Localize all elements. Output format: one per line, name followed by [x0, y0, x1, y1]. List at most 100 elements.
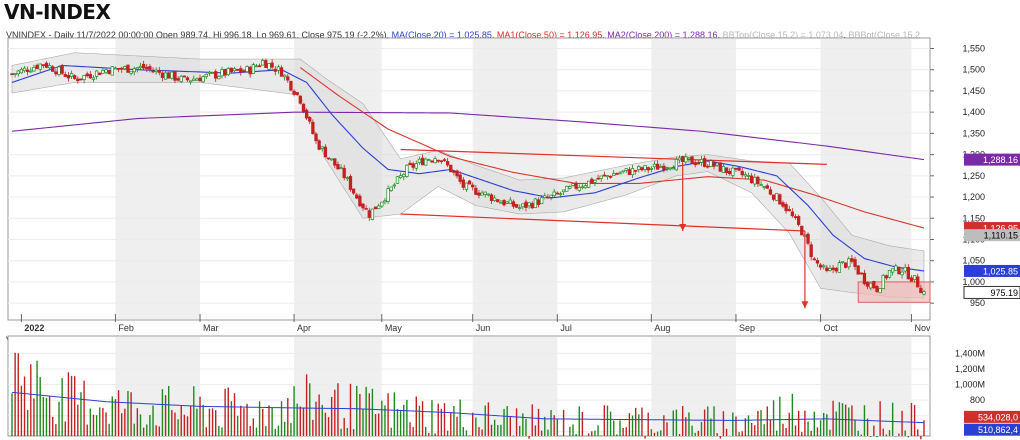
candle [583, 185, 588, 189]
candle [621, 170, 625, 173]
candle [82, 75, 86, 80]
candle [229, 67, 234, 73]
candle [712, 162, 716, 167]
candle [593, 179, 597, 183]
ma50-line [300, 67, 925, 229]
candle [696, 162, 701, 165]
volume-value-tag-label: 534,028,0 [978, 412, 1018, 422]
month-shade [820, 39, 912, 319]
y-tick-label: 1,400 [962, 107, 985, 117]
candle [533, 198, 538, 208]
highlight-box [857, 281, 931, 303]
x-tick-label: Mar [203, 323, 219, 333]
candle [41, 64, 45, 66]
candle [881, 274, 885, 289]
candle [220, 69, 224, 77]
candle [543, 195, 547, 199]
candle [69, 73, 74, 77]
candle [530, 203, 534, 209]
ma20-legend: MA(Close,20) = 1,025.85 [391, 30, 492, 40]
candle [141, 63, 146, 69]
candle [718, 162, 722, 172]
candle [336, 164, 340, 170]
candle [10, 73, 14, 76]
candle [618, 172, 622, 175]
candle [806, 233, 810, 244]
y-tick-label: 1,050 [962, 256, 985, 266]
candle [44, 62, 49, 68]
candle [471, 184, 475, 188]
candle [232, 68, 237, 72]
candle [891, 268, 895, 273]
price-header-base: VNINDEX - Daily 11/7/2022 00:00:00 Open … [6, 30, 387, 40]
candle [94, 70, 99, 77]
candle [148, 66, 152, 70]
candle [439, 160, 444, 163]
candle [270, 62, 274, 68]
candle [746, 175, 751, 177]
candle [414, 163, 418, 169]
candle [721, 166, 726, 173]
candle [351, 188, 356, 194]
volume-y-tick-label: 800 [970, 395, 985, 405]
candle [546, 196, 550, 199]
candle [370, 208, 375, 220]
candle [900, 271, 904, 276]
candle [129, 70, 133, 74]
month-shade [115, 39, 201, 319]
candle [715, 162, 719, 166]
candle [906, 267, 910, 280]
candle [834, 267, 838, 272]
volume-pane [7, 335, 931, 437]
candle [809, 244, 813, 258]
candle [314, 133, 318, 142]
x-tick-label: May [385, 323, 403, 333]
candle [483, 191, 487, 195]
candle [574, 182, 578, 189]
candle [226, 68, 230, 76]
candle [580, 186, 585, 189]
candle [518, 207, 522, 209]
candle [389, 186, 393, 192]
candle [706, 165, 710, 168]
candle [430, 160, 434, 163]
value-tag-label: 1,288.16 [983, 155, 1018, 165]
candle [568, 186, 572, 189]
candle [405, 164, 409, 177]
ma200-line [11, 111, 925, 161]
candle [671, 167, 675, 170]
candle [793, 216, 798, 218]
candle [684, 156, 688, 163]
candle [608, 175, 613, 178]
candle [734, 167, 738, 170]
candle [884, 275, 889, 279]
candle [784, 204, 788, 212]
candle [276, 66, 281, 71]
candle [154, 69, 158, 72]
trendline [400, 148, 827, 165]
candle [602, 174, 606, 177]
candle [555, 192, 559, 195]
candle [897, 266, 901, 275]
candle [521, 203, 525, 208]
candle [847, 258, 851, 268]
candle [912, 275, 917, 280]
x-tick-label: Jun [476, 323, 491, 333]
candle [668, 167, 672, 170]
candle [383, 200, 387, 203]
candle [768, 189, 773, 195]
candle [311, 121, 315, 135]
candle [605, 175, 610, 177]
candle [887, 269, 892, 278]
candle [402, 174, 406, 178]
candle [731, 167, 735, 176]
candle [91, 77, 96, 80]
candle [323, 146, 328, 158]
candle [778, 194, 782, 205]
candle [298, 95, 302, 104]
candle [590, 178, 594, 184]
candle [254, 65, 259, 68]
candle [765, 185, 769, 189]
volume-legend: Volume = 534,028,096.00 [54, 335, 157, 345]
candle [279, 67, 284, 77]
